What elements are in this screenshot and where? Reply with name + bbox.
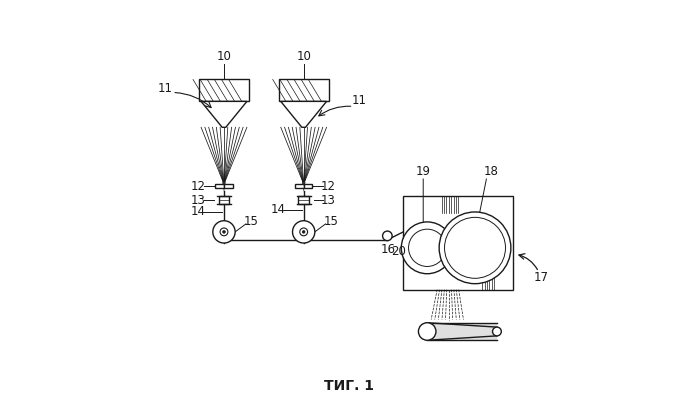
Circle shape	[401, 222, 453, 274]
Bar	[215, 184, 224, 188]
Circle shape	[382, 231, 392, 241]
Text: 14: 14	[271, 204, 285, 217]
Text: 12: 12	[321, 179, 336, 193]
Circle shape	[300, 228, 308, 236]
Circle shape	[493, 327, 501, 336]
Text: 10: 10	[217, 50, 231, 63]
Text: ΤИГ. 1: ΤИГ. 1	[324, 379, 375, 393]
Circle shape	[303, 231, 305, 233]
Bar	[224, 184, 233, 188]
Bar	[403, 196, 513, 290]
Text: 15: 15	[244, 215, 259, 228]
Text: 11: 11	[352, 94, 367, 107]
Circle shape	[412, 233, 442, 263]
Bar	[295, 184, 303, 188]
Bar	[219, 196, 229, 204]
Text: 13: 13	[321, 194, 336, 206]
Text: 18: 18	[484, 165, 498, 178]
Bar	[427, 323, 497, 340]
Circle shape	[292, 221, 315, 243]
Text: 11: 11	[158, 82, 173, 95]
Text: 15: 15	[324, 215, 338, 228]
Text: 19: 19	[416, 165, 431, 178]
Circle shape	[445, 217, 505, 278]
Circle shape	[212, 221, 235, 243]
Circle shape	[439, 212, 511, 284]
Text: 20: 20	[391, 245, 406, 258]
Circle shape	[408, 229, 446, 267]
Polygon shape	[281, 101, 326, 127]
Bar	[199, 80, 249, 101]
Bar	[298, 196, 309, 204]
Circle shape	[223, 231, 225, 233]
Text: 16: 16	[381, 242, 396, 255]
Text: 12: 12	[191, 179, 206, 193]
Text: 14: 14	[191, 206, 206, 219]
Circle shape	[423, 244, 431, 252]
Polygon shape	[222, 182, 226, 192]
Text: 17: 17	[534, 271, 549, 284]
Text: 10: 10	[296, 50, 311, 63]
Circle shape	[419, 323, 436, 340]
Bar	[303, 184, 312, 188]
Polygon shape	[201, 101, 247, 127]
Polygon shape	[302, 182, 305, 192]
Circle shape	[467, 240, 483, 256]
Circle shape	[220, 228, 228, 236]
Bar	[279, 80, 329, 101]
Text: 13: 13	[191, 194, 206, 206]
